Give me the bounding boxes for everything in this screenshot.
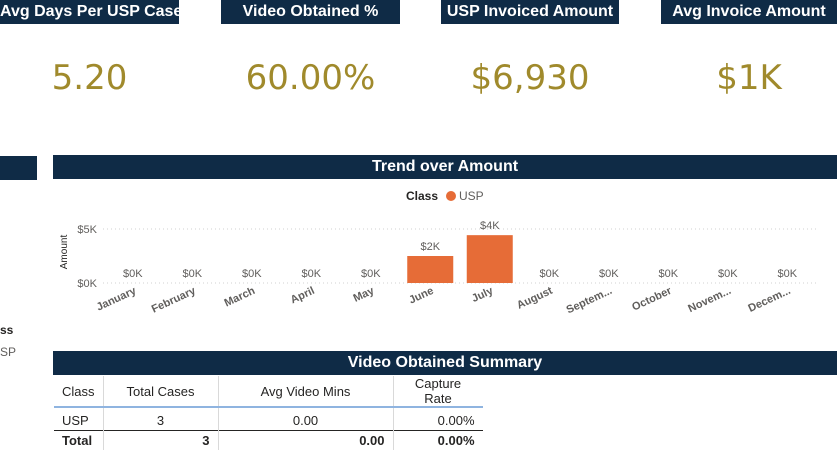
summary-banner: Video Obtained Summary xyxy=(53,351,837,375)
header-total-cases[interactable]: Total Cases xyxy=(103,376,219,408)
x-tick-7: August xyxy=(515,285,555,312)
x-tick-0: January xyxy=(95,284,139,313)
data-label-11: $0K xyxy=(777,268,797,280)
data-label-4: $0K xyxy=(361,268,381,280)
bar-6[interactable] xyxy=(466,235,513,283)
x-tick-3: April xyxy=(289,285,317,306)
x-tick-4: May xyxy=(352,284,377,304)
bar-5[interactable] xyxy=(407,256,454,283)
table-header-row: Class Total Cases Avg Video Mins Capture… xyxy=(54,376,483,408)
data-label-9: $0K xyxy=(658,268,678,280)
legend-marker xyxy=(446,191,456,201)
y-tick-top: $5K xyxy=(77,224,97,236)
total-avg-video-mins: 0.00 xyxy=(218,430,394,450)
data-label-8: $0K xyxy=(599,268,619,280)
legend-item: USP xyxy=(459,189,484,203)
x-tick-2: March xyxy=(223,285,258,310)
side-legend-item: SP xyxy=(0,345,17,359)
x-tick-8: Septem... xyxy=(565,285,614,317)
y-axis-label: Amount xyxy=(59,235,70,270)
kpi-value-video-obtained: 60.00% xyxy=(245,58,376,98)
cell-total-cases: 3 xyxy=(103,407,219,431)
header-class[interactable]: Class xyxy=(54,376,104,408)
header-avg-video-mins[interactable]: Avg Video Mins xyxy=(218,376,394,408)
table-total-row: Total 3 0.00 0.00% xyxy=(54,430,483,450)
summary-table: Class Total Cases Avg Video Mins Capture… xyxy=(54,376,483,450)
data-label-1: $0K xyxy=(182,268,202,280)
table-row: USP 3 0.00 0.00% xyxy=(54,407,483,431)
x-tick-10: Novem... xyxy=(686,285,733,315)
data-label-2: $0K xyxy=(242,268,262,280)
total-capture-rate: 0.00% xyxy=(393,430,483,450)
x-tick-11: Decem... xyxy=(746,285,792,315)
kpi-title-video-obtained: Video Obtained % xyxy=(221,0,400,24)
x-tick-9: October xyxy=(630,285,674,314)
total-label: Total xyxy=(54,430,104,450)
cell-capture-rate: 0.00% xyxy=(437,413,475,428)
data-label-5: $2K xyxy=(420,241,440,253)
data-label-3: $0K xyxy=(301,268,321,280)
x-tick-1: February xyxy=(150,284,199,315)
total-cases: 3 xyxy=(103,430,219,450)
kpi-value-avg-days: 5.20 xyxy=(51,58,128,98)
data-label-6: $4K xyxy=(480,220,500,232)
side-legend-title: ss xyxy=(0,323,14,337)
kpi-value-avg-invoice: $1K xyxy=(716,58,782,98)
legend-title: Class xyxy=(406,189,438,203)
kpi-title-avg-days: Avg Days Per USP Case xyxy=(0,0,179,24)
y-tick-bottom: $0K xyxy=(77,278,97,290)
x-tick-5: June xyxy=(407,285,435,307)
cell-class: USP xyxy=(54,407,104,431)
kpi-title-avg-invoice: Avg Invoice Amount xyxy=(661,0,837,24)
x-tick-6: July xyxy=(470,284,496,305)
cell-avg-video-mins: 0.00 xyxy=(218,407,394,431)
data-label-0: $0K xyxy=(123,268,143,280)
data-label-10: $0K xyxy=(718,268,738,280)
trend-banner: Trend over Amount xyxy=(53,155,837,179)
kpi-title-usp-invoiced: USP Invoiced Amount xyxy=(441,0,619,24)
header-capture-rate[interactable]: Capture Rate xyxy=(393,376,483,408)
data-label-7: $0K xyxy=(539,268,559,280)
kpi-value-usp-invoiced: $6,930 xyxy=(470,58,590,98)
left-panel-header xyxy=(0,156,37,180)
